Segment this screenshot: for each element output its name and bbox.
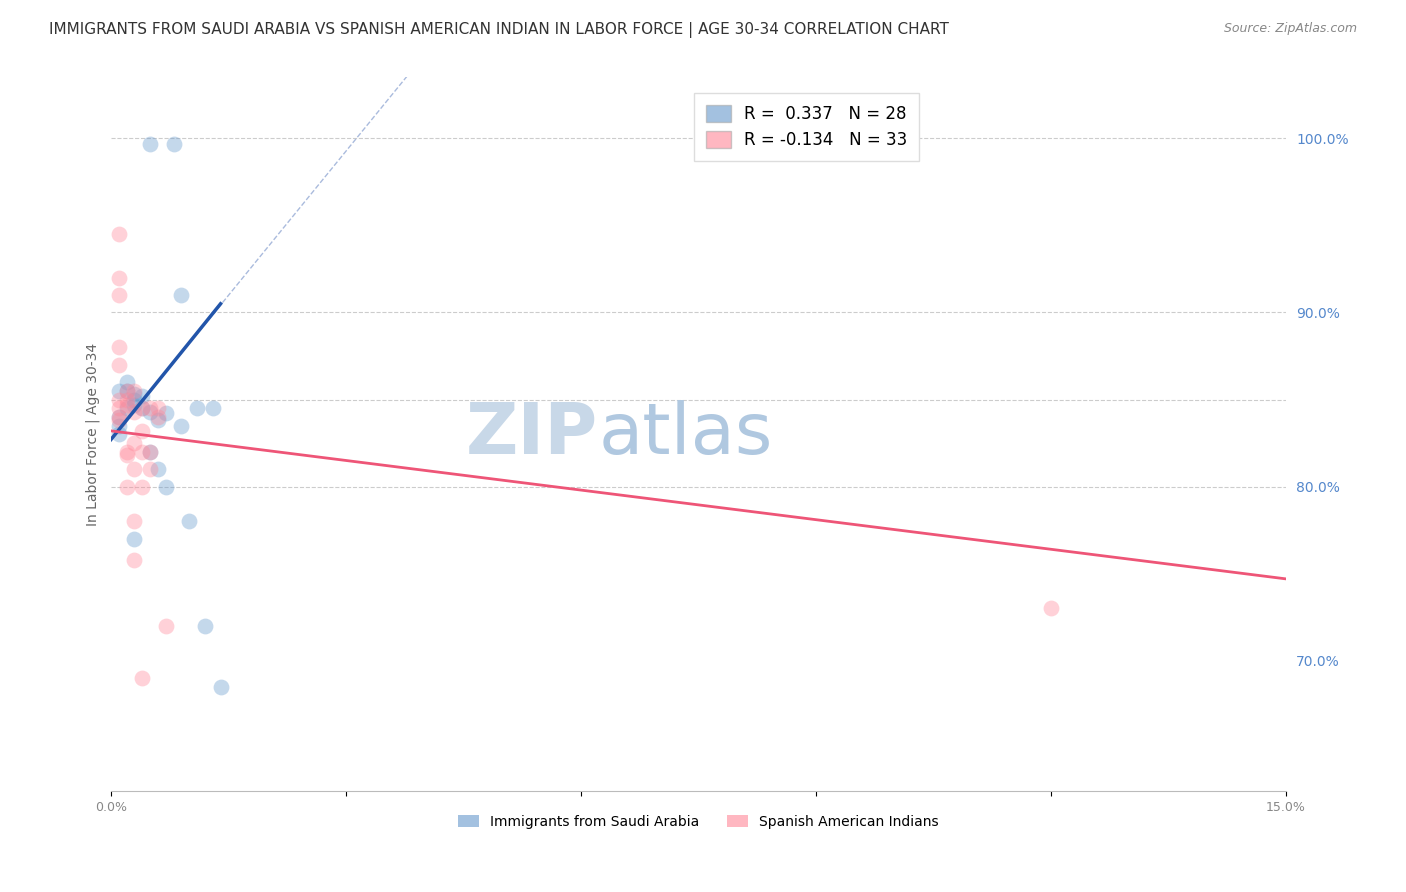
Point bbox=[139, 136, 162, 151]
Y-axis label: In Labor Force | Age 30-34: In Labor Force | Age 30-34 bbox=[86, 343, 100, 526]
Point bbox=[107, 340, 129, 354]
Point bbox=[107, 384, 129, 398]
Point bbox=[115, 479, 138, 493]
Point bbox=[124, 436, 146, 450]
Point bbox=[107, 427, 129, 442]
Point bbox=[170, 418, 193, 433]
Point bbox=[131, 444, 153, 458]
Point bbox=[146, 413, 169, 427]
Point bbox=[115, 444, 138, 458]
Point bbox=[124, 462, 146, 476]
Point bbox=[194, 619, 217, 633]
Point bbox=[170, 288, 193, 302]
Point bbox=[146, 401, 169, 416]
Text: Source: ZipAtlas.com: Source: ZipAtlas.com bbox=[1223, 22, 1357, 36]
Point bbox=[131, 401, 153, 416]
Point bbox=[115, 375, 138, 389]
Point bbox=[115, 392, 138, 407]
Point bbox=[124, 532, 146, 546]
Point bbox=[179, 515, 201, 529]
Point bbox=[131, 671, 153, 685]
Point bbox=[124, 387, 146, 401]
Point bbox=[107, 227, 129, 241]
Point bbox=[1039, 601, 1062, 615]
Point bbox=[155, 619, 177, 633]
Text: atlas: atlas bbox=[599, 400, 773, 469]
Legend: Immigrants from Saudi Arabia, Spanish American Indians: Immigrants from Saudi Arabia, Spanish Am… bbox=[453, 809, 945, 834]
Point bbox=[107, 401, 129, 416]
Point bbox=[107, 358, 129, 372]
Point bbox=[131, 401, 153, 416]
Text: ZIP: ZIP bbox=[467, 400, 599, 469]
Point bbox=[115, 401, 138, 416]
Point bbox=[139, 444, 162, 458]
Point bbox=[124, 398, 146, 412]
Point bbox=[107, 409, 129, 424]
Point bbox=[139, 444, 162, 458]
Point bbox=[131, 389, 153, 403]
Point bbox=[107, 288, 129, 302]
Point bbox=[107, 392, 129, 407]
Point bbox=[115, 384, 138, 398]
Point bbox=[107, 413, 129, 427]
Point bbox=[155, 407, 177, 421]
Point bbox=[124, 384, 146, 398]
Point bbox=[155, 479, 177, 493]
Point bbox=[146, 409, 169, 424]
Point bbox=[124, 392, 146, 407]
Point bbox=[124, 515, 146, 529]
Point bbox=[201, 401, 224, 416]
Point bbox=[107, 418, 129, 433]
Point bbox=[139, 462, 162, 476]
Point bbox=[146, 462, 169, 476]
Point bbox=[124, 552, 146, 566]
Point bbox=[131, 424, 153, 438]
Point bbox=[115, 398, 138, 412]
Point bbox=[107, 270, 129, 285]
Point bbox=[131, 479, 153, 493]
Point bbox=[107, 409, 129, 424]
Point bbox=[209, 680, 232, 694]
Point bbox=[115, 448, 138, 462]
Text: IMMIGRANTS FROM SAUDI ARABIA VS SPANISH AMERICAN INDIAN IN LABOR FORCE | AGE 30-: IMMIGRANTS FROM SAUDI ARABIA VS SPANISH … bbox=[49, 22, 949, 38]
Point bbox=[186, 401, 208, 416]
Point bbox=[124, 405, 146, 419]
Point bbox=[139, 405, 162, 419]
Point bbox=[115, 384, 138, 398]
Point bbox=[162, 136, 184, 151]
Point bbox=[139, 401, 162, 416]
